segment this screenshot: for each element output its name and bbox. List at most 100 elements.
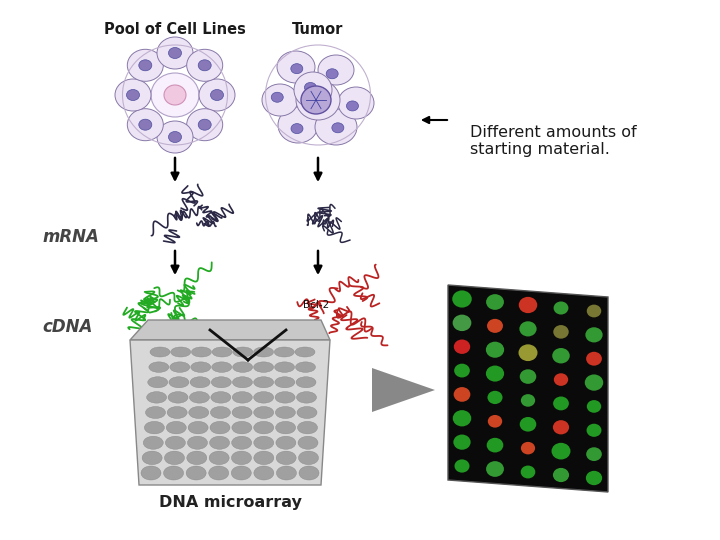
Ellipse shape (296, 80, 340, 120)
Ellipse shape (453, 315, 472, 331)
Ellipse shape (271, 92, 283, 102)
Text: Tumor: Tumor (292, 22, 343, 37)
Ellipse shape (166, 421, 186, 434)
Ellipse shape (553, 468, 569, 482)
Text: DNA microarray: DNA microarray (158, 495, 302, 510)
Ellipse shape (275, 392, 295, 403)
Ellipse shape (298, 436, 318, 449)
Ellipse shape (150, 347, 170, 357)
Ellipse shape (553, 325, 569, 339)
Ellipse shape (276, 466, 297, 480)
Ellipse shape (486, 342, 504, 358)
Ellipse shape (338, 87, 374, 119)
Ellipse shape (297, 407, 317, 418)
Ellipse shape (326, 69, 338, 79)
Ellipse shape (299, 466, 319, 480)
Ellipse shape (232, 436, 252, 449)
Ellipse shape (148, 377, 168, 388)
Ellipse shape (191, 362, 211, 373)
Polygon shape (372, 368, 435, 412)
Ellipse shape (521, 442, 535, 454)
Ellipse shape (198, 119, 211, 130)
Ellipse shape (454, 435, 471, 450)
Ellipse shape (141, 466, 161, 480)
Ellipse shape (315, 93, 327, 103)
Ellipse shape (276, 436, 296, 449)
Ellipse shape (170, 362, 190, 373)
Ellipse shape (253, 436, 274, 449)
Ellipse shape (301, 86, 331, 114)
Ellipse shape (142, 451, 162, 464)
Ellipse shape (277, 51, 315, 83)
Ellipse shape (192, 347, 212, 357)
Ellipse shape (520, 369, 536, 384)
Ellipse shape (253, 347, 274, 357)
Ellipse shape (186, 49, 222, 82)
Ellipse shape (127, 90, 140, 100)
Ellipse shape (487, 319, 503, 333)
Ellipse shape (296, 377, 316, 388)
Ellipse shape (274, 347, 294, 357)
Ellipse shape (254, 451, 274, 464)
Ellipse shape (164, 451, 184, 464)
Ellipse shape (233, 347, 253, 357)
Ellipse shape (209, 451, 229, 464)
Ellipse shape (297, 421, 318, 434)
Ellipse shape (149, 362, 169, 373)
Ellipse shape (210, 90, 223, 100)
Ellipse shape (254, 466, 274, 480)
Ellipse shape (210, 407, 230, 418)
Ellipse shape (168, 132, 181, 143)
Ellipse shape (554, 373, 568, 386)
Ellipse shape (454, 363, 470, 377)
Ellipse shape (585, 374, 603, 391)
Ellipse shape (552, 443, 570, 460)
Ellipse shape (212, 347, 232, 357)
Ellipse shape (295, 362, 315, 373)
Ellipse shape (198, 60, 211, 71)
Ellipse shape (168, 48, 181, 58)
Text: cDNA: cDNA (42, 318, 92, 336)
Ellipse shape (189, 392, 210, 403)
Ellipse shape (291, 124, 303, 133)
Ellipse shape (291, 64, 303, 73)
Ellipse shape (452, 291, 472, 308)
Ellipse shape (127, 109, 163, 141)
Ellipse shape (157, 121, 193, 153)
Polygon shape (130, 320, 330, 340)
Ellipse shape (299, 451, 318, 464)
Ellipse shape (233, 362, 253, 373)
Ellipse shape (211, 377, 231, 388)
Ellipse shape (554, 301, 568, 314)
Ellipse shape (143, 436, 163, 449)
Text: Different amounts of
starting material.: Different amounts of starting material. (470, 125, 636, 157)
Ellipse shape (553, 396, 569, 410)
Ellipse shape (586, 471, 602, 485)
Ellipse shape (253, 392, 274, 403)
Ellipse shape (188, 421, 208, 434)
Ellipse shape (276, 451, 296, 464)
Ellipse shape (332, 123, 344, 133)
Ellipse shape (587, 424, 601, 437)
Ellipse shape (276, 421, 296, 434)
Ellipse shape (486, 461, 504, 477)
Ellipse shape (253, 407, 274, 418)
Ellipse shape (231, 466, 251, 480)
Ellipse shape (212, 362, 232, 373)
Ellipse shape (253, 362, 274, 373)
Ellipse shape (275, 407, 295, 418)
Ellipse shape (520, 417, 536, 431)
Ellipse shape (189, 407, 209, 418)
Ellipse shape (454, 460, 469, 472)
Ellipse shape (163, 466, 184, 480)
Ellipse shape (168, 392, 188, 403)
Ellipse shape (186, 451, 207, 464)
Ellipse shape (232, 451, 251, 464)
Ellipse shape (233, 392, 252, 403)
Ellipse shape (521, 465, 536, 478)
Ellipse shape (253, 377, 274, 388)
Ellipse shape (454, 387, 470, 402)
Text: Bcl-2: Bcl-2 (303, 300, 329, 310)
Ellipse shape (278, 107, 318, 143)
Ellipse shape (190, 377, 210, 388)
